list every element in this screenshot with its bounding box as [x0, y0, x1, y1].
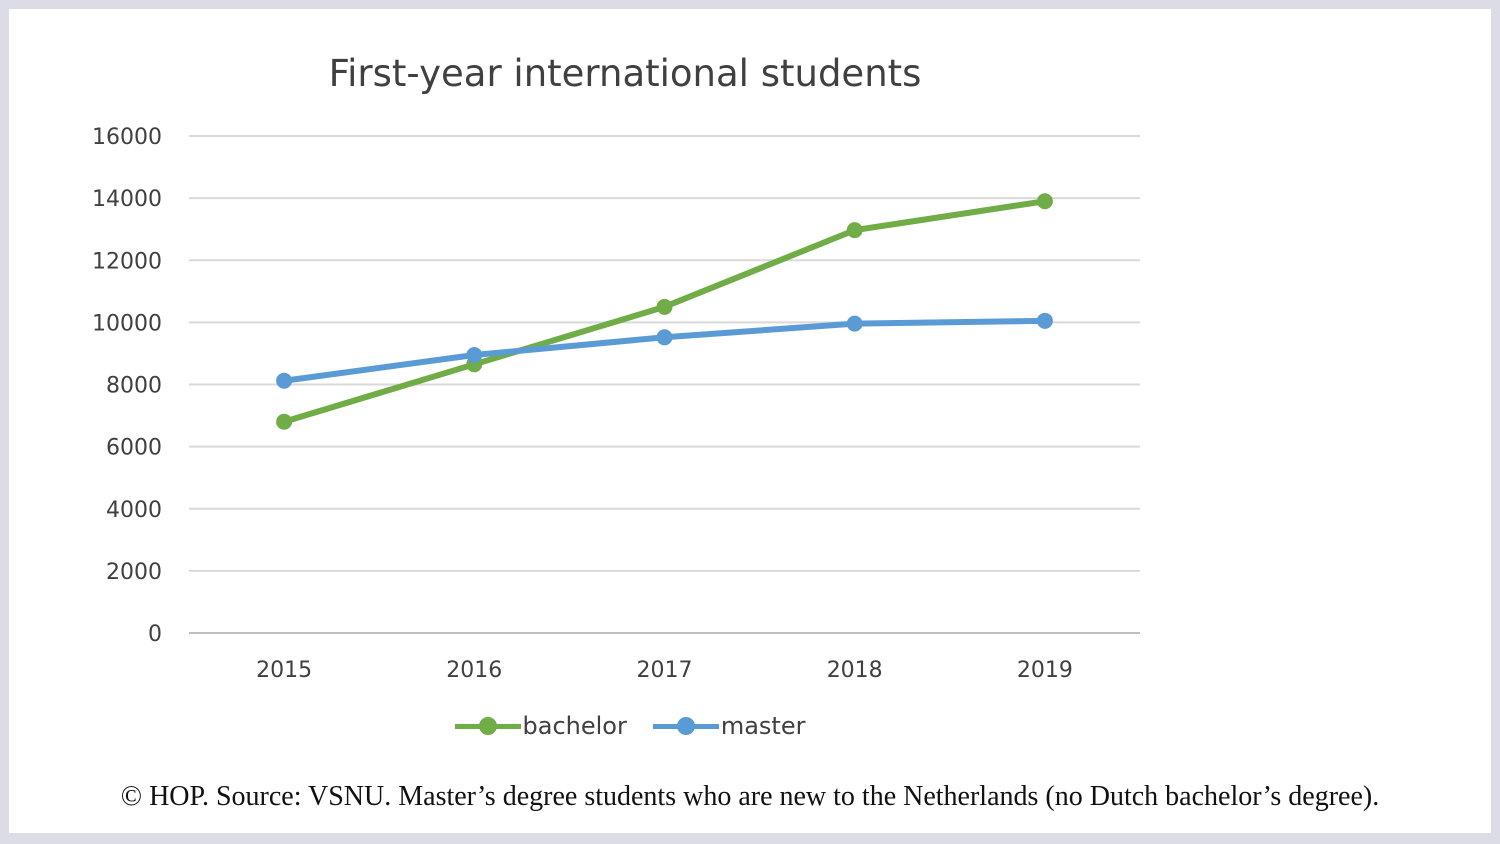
legend-item: bachelor: [454, 712, 627, 740]
legend-label: bachelor: [522, 712, 627, 740]
x-tick-label: 2016: [446, 658, 502, 683]
y-tick-label: 10000: [92, 311, 162, 336]
y-tick-label: 0: [148, 622, 162, 647]
source-caption: © HOP. Source: VSNU. Master’s degree stu…: [120, 781, 1380, 812]
y-axis-ticks: 0 2000 4000 6000 8000 10000 12000 14000 16000: [92, 125, 162, 647]
data-point: [276, 372, 293, 389]
x-tick-label: 2015: [256, 658, 312, 683]
data-point: [656, 298, 673, 315]
gridlines: [189, 135, 1140, 634]
x-axis-ticks: 2015 2016 2017 2018 2019: [256, 658, 1073, 683]
legend-marker: [652, 714, 719, 738]
data-point: [846, 222, 863, 239]
y-tick-label: 16000: [92, 125, 162, 150]
data-point: [1036, 312, 1053, 329]
data-point: [1036, 193, 1053, 210]
x-tick-label: 2017: [637, 658, 693, 683]
legend-item: master: [652, 712, 806, 740]
series-layer: [276, 193, 1053, 430]
y-tick-label: 12000: [92, 249, 162, 274]
x-tick-label: 2018: [827, 658, 883, 683]
chart-title: First-year international students: [328, 52, 922, 95]
legend: bachelor master: [0, 712, 1260, 740]
legend-marker: [454, 714, 521, 738]
y-tick-label: 2000: [106, 560, 162, 585]
x-tick-label: 2019: [1017, 658, 1073, 683]
data-point: [466, 346, 483, 363]
y-tick-label: 14000: [92, 187, 162, 212]
series-master: [276, 312, 1053, 389]
legend-label: master: [720, 712, 806, 740]
data-point: [846, 315, 863, 332]
y-tick-label: 6000: [106, 436, 162, 461]
y-tick-label: 4000: [106, 498, 162, 523]
data-point: [656, 329, 673, 346]
y-tick-label: 8000: [106, 374, 162, 399]
series-bachelor: [276, 193, 1053, 430]
slide-frame: [9, 9, 1491, 833]
data-point: [276, 413, 293, 430]
